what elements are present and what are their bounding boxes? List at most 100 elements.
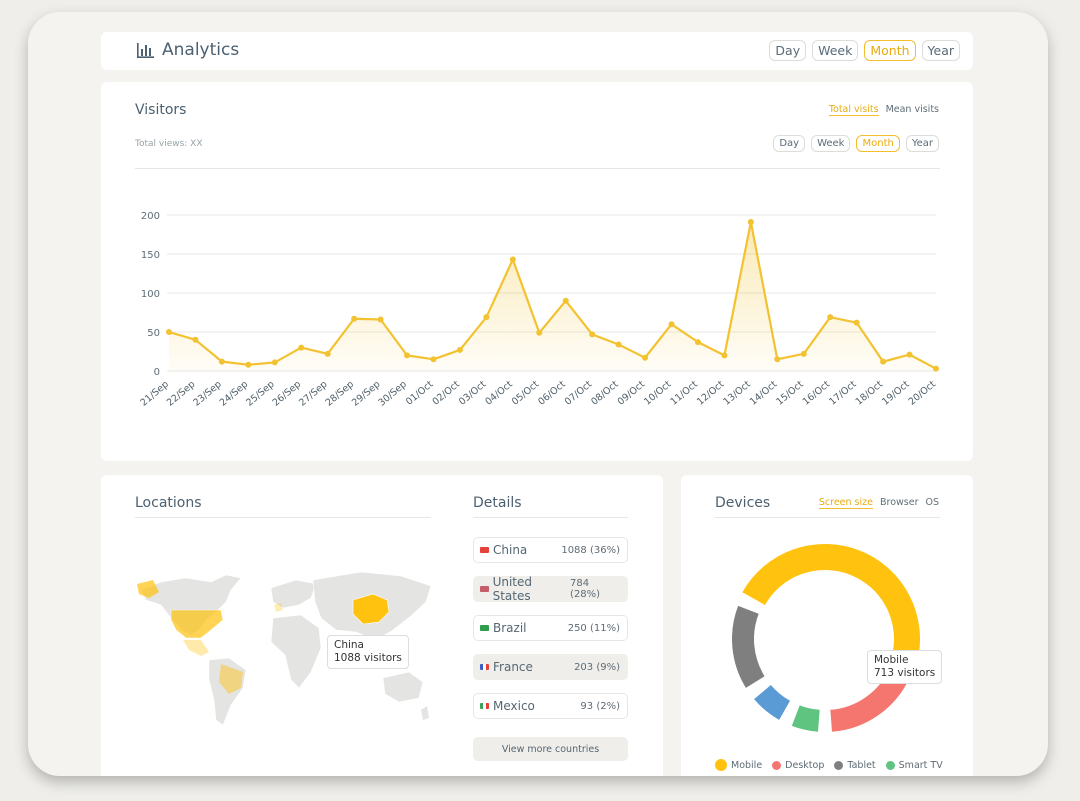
donut-segment-tablet[interactable] — [732, 605, 765, 688]
header-range-day-button[interactable]: Day — [769, 40, 807, 61]
x-tick-label: 03/Oct — [457, 379, 489, 408]
details-divider — [473, 517, 628, 518]
flag-united-states-icon — [480, 586, 489, 592]
data-point[interactable] — [933, 365, 939, 372]
data-point[interactable] — [536, 329, 543, 336]
visitors-title: Visitors — [135, 102, 187, 118]
detail-row-france[interactable]: France 203 (9%) — [473, 654, 628, 680]
x-tick-label: 15/Oct — [774, 379, 806, 408]
data-point[interactable] — [192, 336, 199, 343]
detail-row-mexico[interactable]: Mexico 93 (2%) — [473, 693, 628, 719]
tab-browser[interactable]: Browser — [879, 497, 919, 508]
donut-segment-smart-tv[interactable] — [791, 705, 821, 732]
map-south-america — [208, 657, 247, 726]
data-point[interactable] — [456, 346, 463, 353]
x-tick-label: 01/Oct — [404, 379, 436, 408]
data-point[interactable] — [880, 358, 887, 365]
flag-mexico-icon — [480, 703, 489, 709]
detail-row-china[interactable]: China 1088 (36%) — [473, 537, 628, 563]
tab-total-visits[interactable]: Total visits — [828, 104, 879, 116]
tab-screen-size[interactable]: Screen size — [818, 497, 873, 509]
header-range-year-button[interactable]: Year — [921, 40, 960, 61]
header-range-month-button[interactable]: Month — [864, 40, 916, 61]
app-title: Analytics — [137, 40, 239, 60]
data-point[interactable] — [694, 339, 701, 346]
detail-value: 1088 (36%) — [561, 544, 620, 556]
x-tick-label: 16/Oct — [801, 379, 833, 408]
data-point[interactable] — [721, 352, 728, 359]
data-point[interactable] — [906, 351, 913, 358]
legend-dot-icon — [885, 760, 895, 770]
header-range-week-button[interactable]: Week — [812, 40, 859, 61]
data-point[interactable] — [245, 361, 252, 368]
visitors-range-day-button[interactable]: Day — [773, 135, 806, 152]
map-brazil — [219, 664, 243, 694]
app-frame: Analytics Day Week Month Year Visitors T… — [28, 12, 1048, 776]
x-tick-label: 29/Sep — [350, 379, 383, 409]
data-point[interactable] — [562, 297, 569, 304]
series-line — [168, 220, 937, 370]
legend-item-desktop[interactable]: Desktop — [772, 759, 824, 771]
detail-country: France — [493, 660, 533, 674]
x-tick-label: 21/Sep — [138, 379, 171, 409]
detail-row-brazil[interactable]: Brazil 250 (11%) — [473, 615, 628, 641]
y-tick-label: 150 — [141, 250, 160, 261]
x-tick-label: 18/Oct — [854, 379, 886, 408]
flag-brazil-icon — [480, 625, 489, 631]
x-tick-label: 19/Oct — [880, 379, 912, 408]
detail-country: Mexico — [493, 699, 535, 713]
data-point[interactable] — [377, 316, 384, 323]
data-point[interactable] — [271, 359, 278, 366]
data-point[interactable] — [351, 315, 358, 322]
devices-card: Devices Screen size Browser OS Mobile 71… — [681, 475, 973, 776]
data-point[interactable] — [668, 321, 675, 328]
data-point[interactable] — [218, 358, 225, 365]
visitors-range-year-button[interactable]: Year — [905, 135, 939, 152]
locations-divider — [135, 517, 431, 518]
x-tick-label: 24/Sep — [218, 379, 251, 409]
legend-item-tablet[interactable]: Tablet — [834, 759, 876, 771]
donut-segment-mobile[interactable] — [742, 544, 920, 662]
legend-label: Tablet — [847, 759, 876, 771]
visitors-range-week-button[interactable]: Week — [811, 135, 851, 152]
detail-country: Brazil — [493, 621, 527, 635]
data-point[interactable] — [800, 350, 807, 357]
data-point[interactable] — [615, 341, 622, 348]
data-point[interactable] — [774, 356, 781, 363]
x-tick-label: 17/Oct — [827, 379, 859, 408]
data-point[interactable] — [853, 319, 860, 326]
map-usa — [170, 609, 224, 639]
locations-card: Locations China 1088 visitors D — [101, 475, 663, 776]
data-point[interactable] — [509, 256, 516, 263]
donut-segment-browser-blue[interactable] — [754, 684, 791, 720]
data-point[interactable] — [298, 344, 305, 351]
legend-dot-icon — [715, 759, 727, 771]
y-tick-label: 100 — [141, 289, 160, 300]
data-point[interactable] — [827, 314, 834, 321]
detail-row-united-states[interactable]: United States 784 (28%) — [473, 575, 628, 603]
detail-value: 784 (28%) — [570, 578, 601, 600]
legend-item-mobile[interactable]: Mobile — [715, 759, 762, 771]
data-point[interactable] — [589, 331, 596, 338]
x-tick-label: 27/Sep — [297, 379, 330, 409]
x-tick-label: 05/Oct — [510, 379, 542, 408]
app-title-text: Analytics — [162, 40, 240, 60]
data-point[interactable] — [483, 314, 490, 321]
tab-mean-visits[interactable]: Mean visits — [885, 104, 939, 115]
view-more-countries-button[interactable]: View more countries — [473, 737, 628, 761]
data-point[interactable] — [166, 329, 172, 335]
data-point[interactable] — [747, 219, 754, 226]
legend-dot-icon — [772, 760, 782, 770]
x-tick-label: 04/Oct — [483, 379, 515, 408]
visitors-range-month-button[interactable]: Month — [856, 135, 900, 152]
data-point[interactable] — [404, 352, 411, 359]
legend-label: Mobile — [731, 759, 763, 771]
data-point[interactable] — [430, 356, 437, 363]
x-tick-label: 09/Oct — [616, 379, 648, 408]
legend-item-smart-tv[interactable]: Smart TV — [885, 759, 943, 771]
x-tick-label: 10/Oct — [642, 379, 674, 408]
tab-os[interactable]: OS — [925, 497, 939, 508]
devices-legend: Mobile Desktop Tablet Smart TV — [715, 759, 943, 771]
data-point[interactable] — [324, 350, 331, 357]
data-point[interactable] — [642, 354, 649, 361]
